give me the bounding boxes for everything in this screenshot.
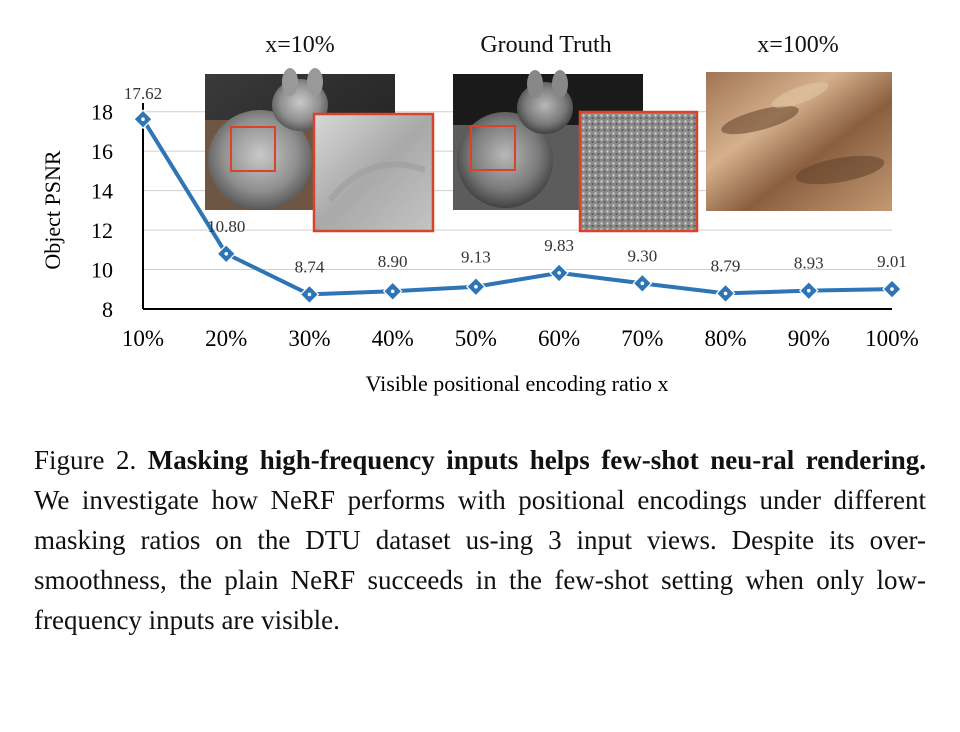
figure: 8 10 12 14 16 18 10% 20% 30% 40% 50% 60% 70% 80% 90% 1… (40, 32, 919, 396)
data-point-center (723, 291, 728, 296)
thumbnail-title-x100: x=100% (757, 32, 839, 58)
thumbnail-x10 (205, 68, 435, 233)
thumbnail-title-ground-truth: Ground Truth (480, 32, 612, 58)
x-tick-label: 50% (455, 326, 497, 351)
caption-text: We investigate how NeRF performs with po… (34, 485, 926, 635)
x-tick-label: 10% (122, 326, 164, 351)
data-label: 9.30 (627, 246, 657, 265)
y-tick-label: 18 (91, 100, 113, 125)
y-axis-title: Object PSNR (40, 150, 65, 270)
x-tick-label: 40% (372, 326, 414, 351)
y-tick-label: 14 (91, 179, 113, 204)
data-label: 8.90 (378, 252, 408, 271)
x-tick-label: 90% (788, 326, 830, 351)
x-tick-label: 60% (538, 326, 580, 351)
y-tick-label: 8 (102, 297, 113, 322)
y-ticks: 8 10 12 14 16 18 (91, 100, 113, 322)
y-tick-label: 12 (91, 218, 113, 243)
value-labels: 17.62 10.80 8.74 8.90 9.13 9.83 9.30 8.79 8.93 9.… (124, 84, 907, 276)
data-point-center (141, 117, 145, 122)
data-point-center (474, 284, 478, 289)
data-point-center (224, 251, 229, 256)
thumbnail-ground-truth (453, 70, 699, 233)
data-label: 9.13 (461, 248, 491, 267)
data-label: 8.93 (794, 254, 824, 273)
thumbnail-x100 (706, 72, 892, 211)
figure-caption: Figure 2. Masking high-frequency inputs … (34, 440, 926, 640)
x-axis-title: Visible positional encoding ratio x (366, 371, 669, 396)
data-label: 10.80 (207, 217, 245, 236)
x-tick-label: 80% (704, 326, 746, 351)
series-line (141, 118, 893, 297)
data-point-center (640, 281, 645, 286)
data-label: 8.79 (711, 256, 741, 275)
data-label: 17.62 (124, 84, 162, 103)
data-point-center (806, 288, 811, 293)
series-line-group (133, 109, 902, 305)
data-label: 9.01 (877, 252, 907, 271)
thumbnail-title-x10: x=10% (265, 32, 335, 58)
x-ticks: 10% 20% 30% 40% 50% 60% 70% 80% 90% 100% (122, 326, 919, 351)
data-point-center (390, 289, 395, 294)
y-tick-label: 16 (91, 139, 113, 164)
caption-bold: Masking high-frequency inputs helps few-… (147, 445, 926, 475)
caption-label: Figure 2. (34, 445, 137, 475)
x-tick-label: 30% (288, 326, 330, 351)
data-point-center (307, 292, 312, 297)
data-label: 9.83 (544, 236, 574, 255)
x-tick-label: 70% (621, 326, 663, 351)
data-point-center (557, 271, 561, 275)
x-tick-label: 20% (205, 326, 247, 351)
x-tick-label: 100% (865, 326, 919, 351)
data-point-center (890, 287, 894, 291)
data-label: 8.74 (295, 257, 325, 276)
y-tick-label: 10 (91, 258, 113, 283)
